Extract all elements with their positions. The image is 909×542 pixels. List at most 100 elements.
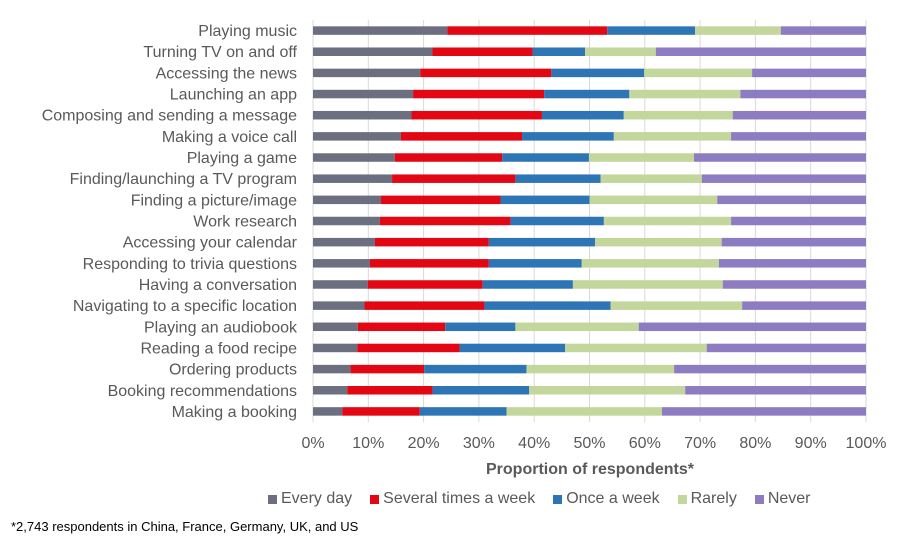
bar-segment — [740, 89, 866, 99]
bar-segment — [529, 386, 686, 395]
bar-segment — [732, 110, 866, 120]
bar-segment — [581, 259, 719, 268]
x-tick-label: 70% — [684, 435, 716, 452]
bar-segment — [526, 364, 675, 374]
bar-segment — [603, 216, 732, 226]
bar-segment — [721, 237, 866, 247]
x-tick-label: 30% — [463, 435, 495, 452]
bar-segment — [488, 259, 582, 268]
bar-segment — [447, 26, 608, 35]
bar-segment — [544, 89, 630, 99]
category-label: Making a voice call — [162, 129, 297, 146]
bar-segment — [674, 364, 866, 374]
category-label: Work research — [193, 214, 297, 231]
category-label: Navigating to a specific location — [73, 298, 297, 315]
bar-segment — [313, 153, 395, 162]
bar-segment — [661, 407, 866, 416]
bar-segment — [424, 364, 527, 374]
x-tick-label: 90% — [795, 435, 827, 452]
x-tick-labels: 0% 10% 20% 30% 40% 50% 60% 70% 80% 90% 100% — [301, 435, 886, 452]
bar-segment — [394, 153, 503, 162]
bar-segment — [706, 343, 866, 353]
category-label: Finding/launching a TV program — [70, 171, 297, 188]
bar-segment — [572, 280, 723, 289]
category-label: Reading a food recipe — [140, 340, 297, 357]
legend-swatch — [268, 494, 277, 504]
bar-segment — [488, 237, 596, 247]
category-label: Playing music — [198, 23, 297, 40]
bar-segment — [313, 237, 375, 247]
bar-segment — [313, 407, 343, 416]
bar-segment — [313, 110, 412, 120]
legend-swatch — [754, 494, 764, 504]
bar-segment — [541, 110, 624, 120]
footnote: *2,743 respondents in China, France, Ger… — [11, 519, 359, 534]
legend: Every day Several times a week Once a week… — [268, 490, 829, 508]
category-label: Responding to trivia questions — [83, 256, 297, 273]
category-label: Accessing the news — [156, 65, 297, 82]
bar-segment — [613, 132, 732, 141]
bar-segment — [780, 26, 866, 35]
bar-segment — [419, 407, 507, 416]
legend-item: Rarely — [677, 490, 737, 508]
bar-segment — [500, 195, 590, 205]
legend-swatch — [370, 494, 380, 504]
bar-segment — [342, 407, 420, 416]
bar-segment — [502, 153, 589, 162]
bar-segment — [607, 26, 696, 35]
bar-segment — [313, 216, 380, 226]
x-tick-label: 80% — [739, 435, 771, 452]
bar-segment — [392, 174, 516, 183]
bar-segment — [313, 301, 365, 310]
bar-segment — [313, 132, 401, 141]
bar-segment — [313, 280, 368, 289]
bar-segment — [369, 259, 489, 268]
bar-segment — [685, 386, 866, 395]
bar-segment — [701, 174, 866, 183]
legend-swatch — [553, 494, 563, 504]
bar-segment — [432, 47, 533, 56]
bar-segment — [411, 110, 542, 120]
legend-swatch — [677, 494, 687, 504]
bar-segment — [313, 195, 382, 205]
bar-segment — [313, 174, 393, 183]
category-label: Ordering products — [169, 362, 297, 379]
legend-label: Several times a week — [383, 490, 536, 507]
x-tick-label: 10% — [352, 435, 384, 452]
bar-segment — [752, 68, 866, 78]
bar-segment — [413, 89, 545, 99]
stacked-bar-chart: Playing music Turning TV on and off Access… — [42, 20, 886, 478]
bar-segment — [313, 343, 358, 353]
legend-item: Once a week — [553, 490, 660, 508]
bar-segment — [623, 110, 733, 120]
category-labels: Playing music Turning TV on and off Access… — [42, 23, 298, 421]
bar-segment — [313, 386, 348, 395]
bar-segment — [313, 322, 358, 332]
bar-segment — [459, 343, 566, 353]
bar-segment — [357, 322, 446, 332]
category-label: Accessing your calendar — [123, 235, 298, 252]
bar-segment — [717, 195, 866, 205]
bar-segment — [367, 280, 483, 289]
bar-segment — [357, 343, 460, 353]
bar-segment — [638, 322, 866, 332]
bar-segment — [595, 237, 722, 247]
bar-segment — [522, 132, 614, 141]
bars — [313, 26, 866, 416]
bar-segment — [589, 195, 718, 205]
bar-segment — [313, 364, 351, 374]
bar-segment — [313, 47, 433, 56]
bar-segment — [551, 68, 645, 78]
bar-segment — [400, 132, 523, 141]
bar-segment — [364, 301, 485, 310]
bar-segment — [510, 216, 604, 226]
bar-segment — [694, 153, 866, 162]
category-label: Launching an app — [170, 87, 297, 104]
bar-segment — [350, 364, 425, 374]
category-label: Finding a picture/image — [131, 192, 297, 209]
bar-segment — [506, 407, 662, 416]
bar-segment — [313, 89, 414, 99]
bar-segment — [695, 26, 781, 35]
bar-segment — [379, 216, 511, 226]
bar-segment — [445, 322, 516, 332]
